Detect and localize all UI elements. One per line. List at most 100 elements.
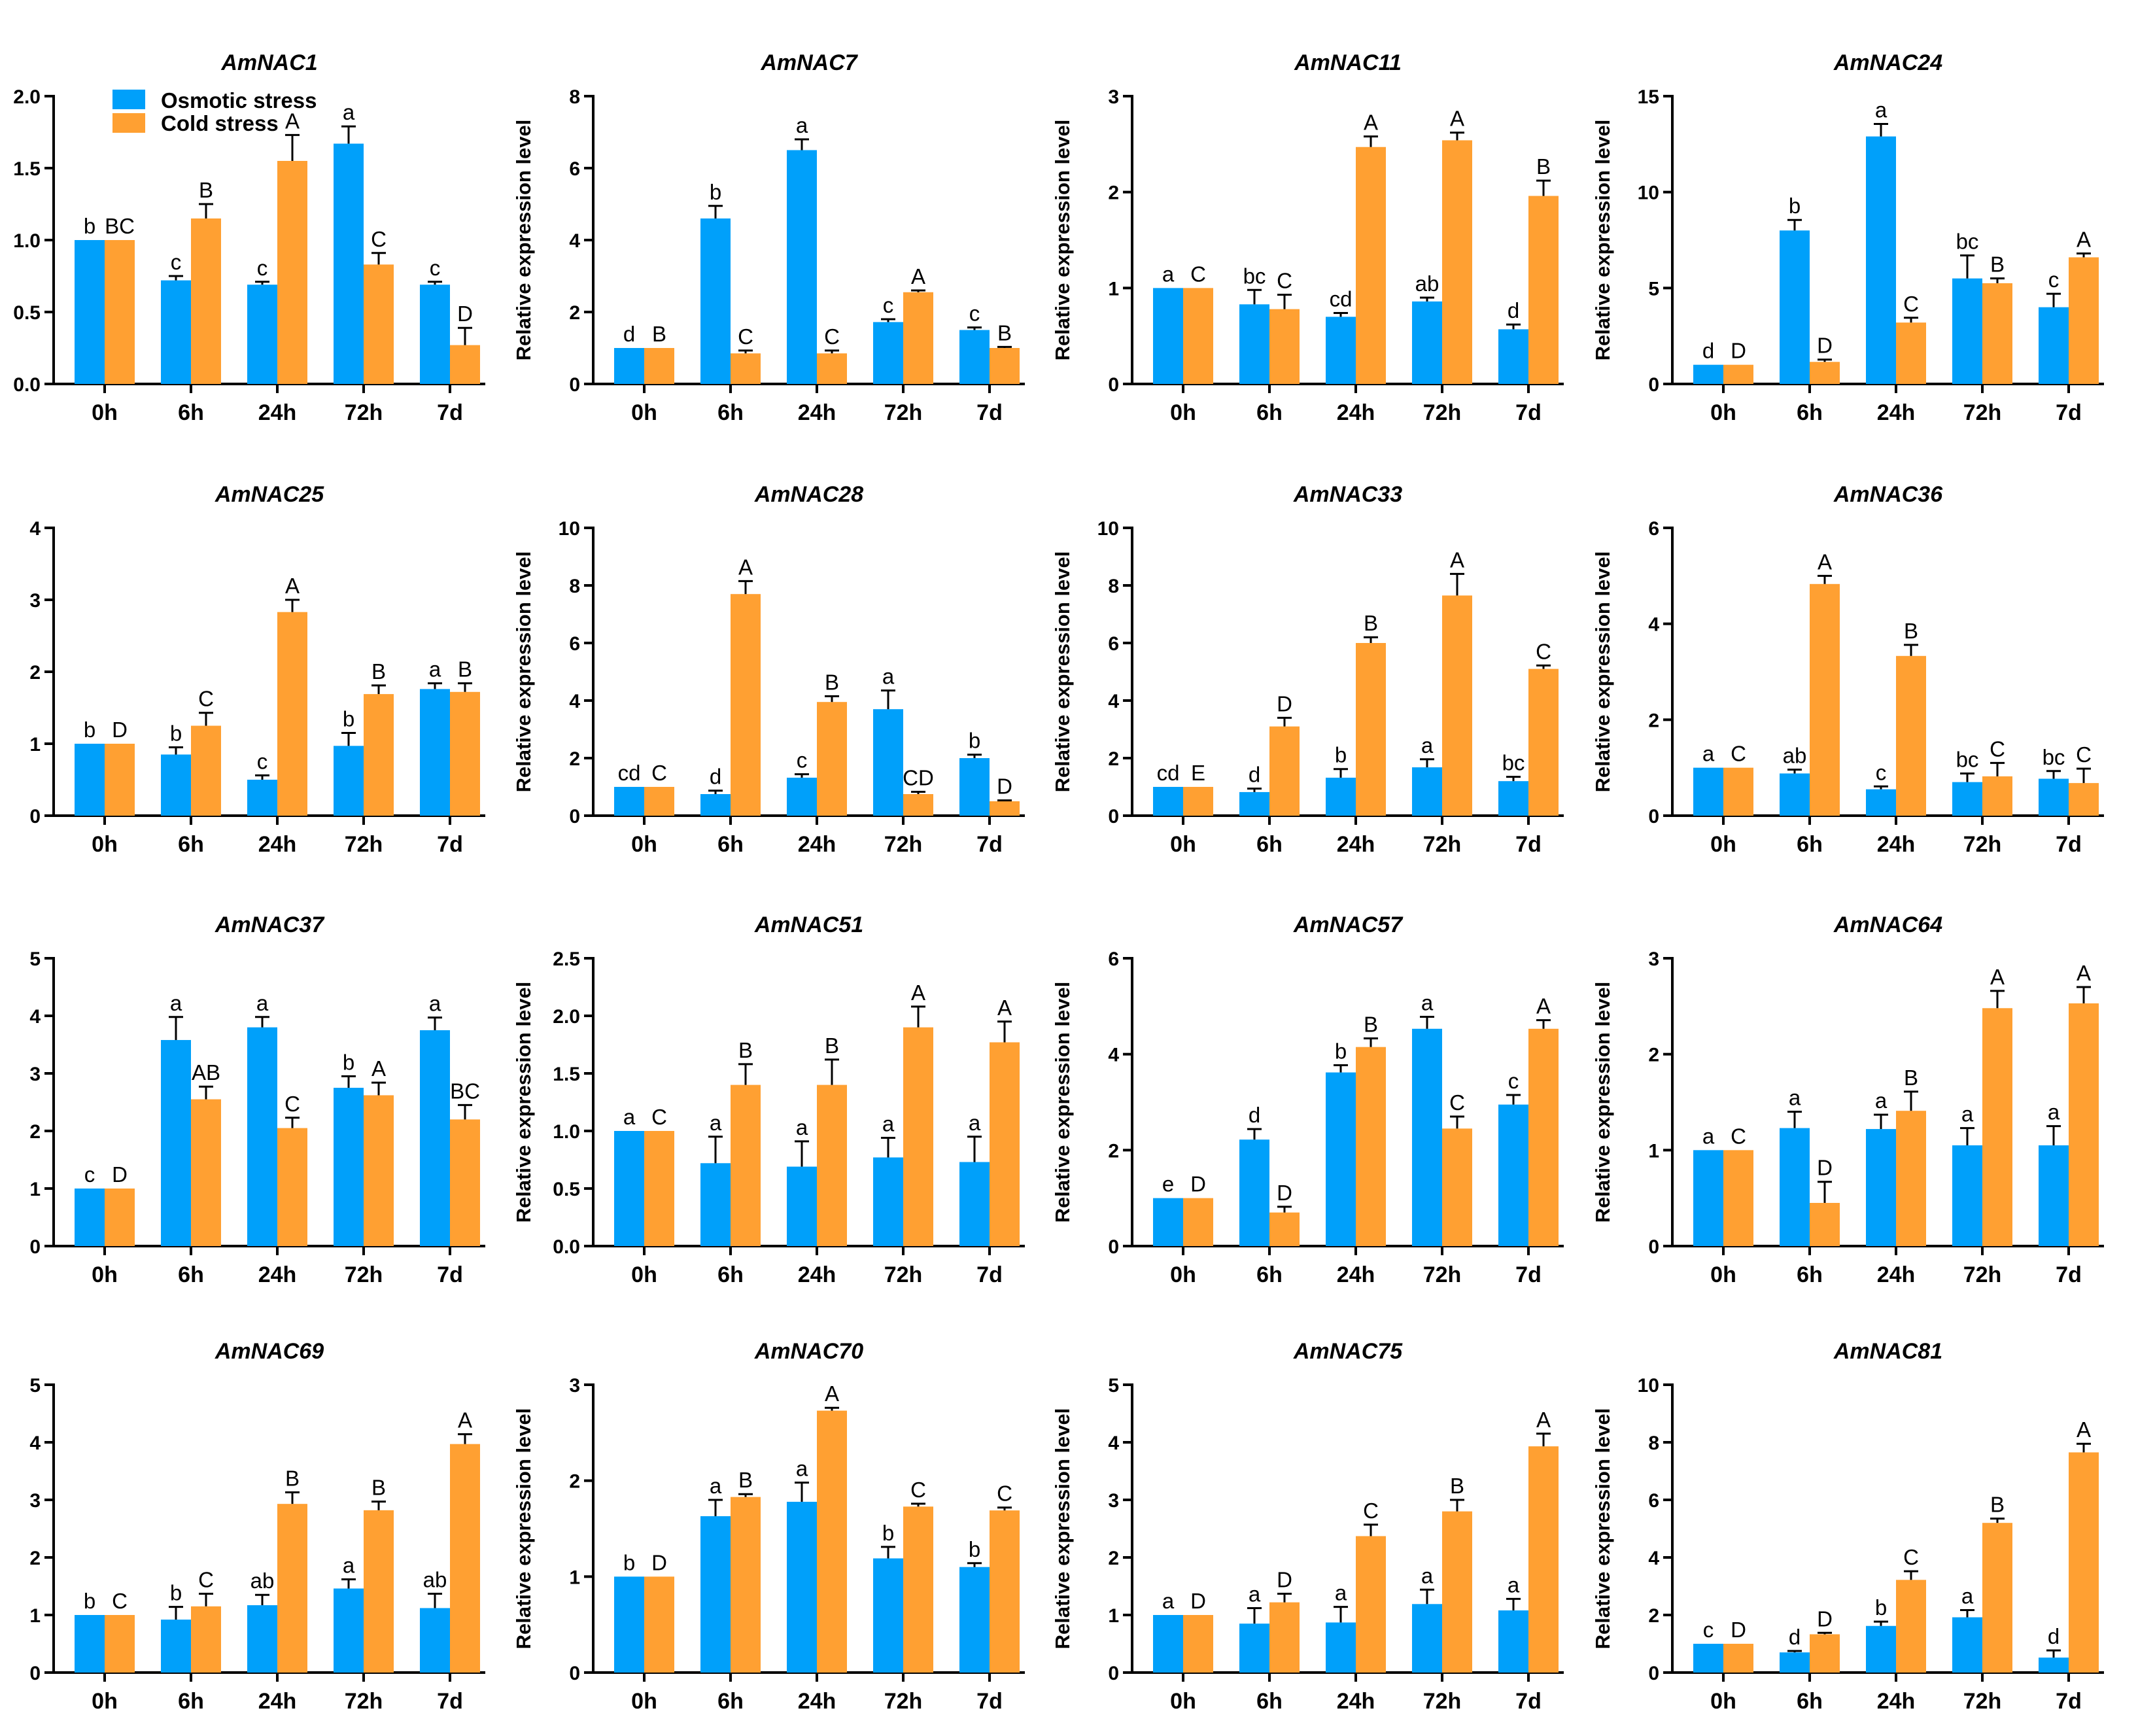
bar-osmotic-0h [1153,787,1183,816]
x-tick-label: 0h [1170,832,1196,857]
bar-osmotic-7d [959,330,990,384]
bar-osmotic-24h [247,780,277,816]
significance-letter: C [1903,1545,1919,1569]
significance-letter: B [285,1467,300,1491]
significance-letter: C [997,1482,1012,1506]
significance-letter: b [969,1537,980,1561]
bar-cold-72h [903,1027,933,1246]
y-tick-label: 2 [569,748,580,770]
x-tick-label: 24h [798,1689,836,1714]
x-tick-label: 24h [1877,400,1916,425]
significance-letter: B [1536,154,1551,179]
significance-letter: bc [1956,747,1979,771]
y-tick-label: 0 [1108,806,1119,827]
x-tick-label: 6h [717,1689,744,1714]
y-tick-label: 2 [569,302,580,324]
significance-letter: C [910,1478,926,1502]
significance-letter: d [710,765,721,789]
bar-osmotic-7d [420,689,450,816]
x-tick-label: 6h [1797,400,1823,425]
bar-cold-7d [450,691,480,816]
significance-letter: d [2048,1624,2060,1648]
y-tick-label: 3 [569,1375,580,1397]
significance-letter: a [623,1105,636,1129]
significance-letter: d [1789,1625,1801,1649]
significance-letter: C [1536,639,1551,663]
significance-letter: A [2077,1417,2091,1442]
x-tick-label: 7d [1515,400,1542,425]
x-tick-label: 6h [1256,1262,1283,1287]
x-tick-label: 7d [976,1689,1003,1714]
legend-label-osmotic: Osmotic stress [161,88,317,113]
significance-letter: a [343,1553,355,1577]
significance-letter: B [825,1033,839,1058]
bar-cold-24h [817,353,847,384]
bar-osmotic-6h [700,1516,731,1673]
bar-cold-24h [277,1128,307,1246]
y-axis-label: Relative expression level [1591,120,1614,361]
x-tick-label: 0h [631,400,657,425]
significance-letter: D [1731,1618,1746,1642]
bar-osmotic-7d [2039,1145,2069,1246]
x-tick-label: 72h [1963,1262,2002,1287]
significance-letter: c [171,250,182,274]
bar-cold-7d [1528,1446,1559,1673]
y-tick-label: 3 [1108,86,1119,108]
bar-osmotic-72h [873,1558,903,1673]
significance-letter: bc [2043,745,2065,769]
bar-osmotic-6h [1780,1128,1810,1246]
bar-osmotic-6h [1239,1139,1269,1246]
significance-letter: B [1364,611,1378,635]
y-tick-label: 2 [1108,1548,1119,1569]
x-tick-label: 6h [1797,832,1823,857]
bar-osmotic-0h [75,744,105,816]
x-tick-label: 24h [1337,400,1375,425]
bar-osmotic-7d [1498,1610,1528,1673]
significance-letter: D [1817,1156,1833,1180]
significance-letter: D [1190,1172,1206,1196]
chart-title: AmNAC51 [754,912,863,937]
bar-cold-72h [903,794,933,816]
x-tick-label: 0h [631,832,657,857]
x-tick-label: 7d [1515,832,1542,857]
significance-letter: B [825,670,839,694]
significance-letter: B [738,1468,753,1492]
x-tick-label: 7d [976,1262,1003,1287]
chart-title: AmNAC28 [754,482,863,507]
bar-osmotic-7d [1498,1104,1528,1246]
chart-title: AmNAC64 [1833,912,1942,937]
y-tick-label: 0 [569,374,580,396]
significance-letter: D [1817,1606,1833,1631]
y-axis-label: Relative expression level [512,551,535,793]
significance-letter: a [796,113,808,137]
bar-osmotic-72h [1412,1028,1442,1246]
bar-cold-24h [817,1085,847,1246]
bar-cold-0h [1723,1150,1753,1246]
significance-letter: B [199,178,213,202]
y-tick-label: 6 [569,633,580,655]
x-tick-label: 7d [437,400,463,425]
legend: Osmotic stress Cold stress [112,88,317,135]
bar-osmotic-7d [1498,781,1528,816]
bar-cold-24h [1896,322,1926,384]
x-tick-label: 72h [1963,400,2002,425]
x-tick-label: 0h [1710,1262,1736,1287]
bar-cold-6h [731,353,761,384]
bar-cold-6h [191,218,221,384]
bar-osmotic-24h [1326,317,1356,384]
significance-letter: D [1190,1589,1206,1613]
significance-letter: A [1990,965,2005,989]
bar-cold-6h [191,1099,221,1246]
bar-osmotic-24h [787,150,817,384]
y-tick-label: 0 [1108,1236,1119,1258]
x-tick-label: 0h [92,832,118,857]
bar-cold-72h [1982,776,2012,816]
significance-letter: b [1335,743,1347,767]
significance-letter: a [1702,1124,1715,1148]
bar-cold-7d [1528,668,1559,816]
bar-cold-6h [1269,1212,1300,1246]
y-tick-label: 2 [29,662,41,684]
x-tick-label: 7d [2056,1689,2082,1714]
y-tick-label: 4 [1108,1045,1119,1066]
significance-letter: B [371,659,386,684]
